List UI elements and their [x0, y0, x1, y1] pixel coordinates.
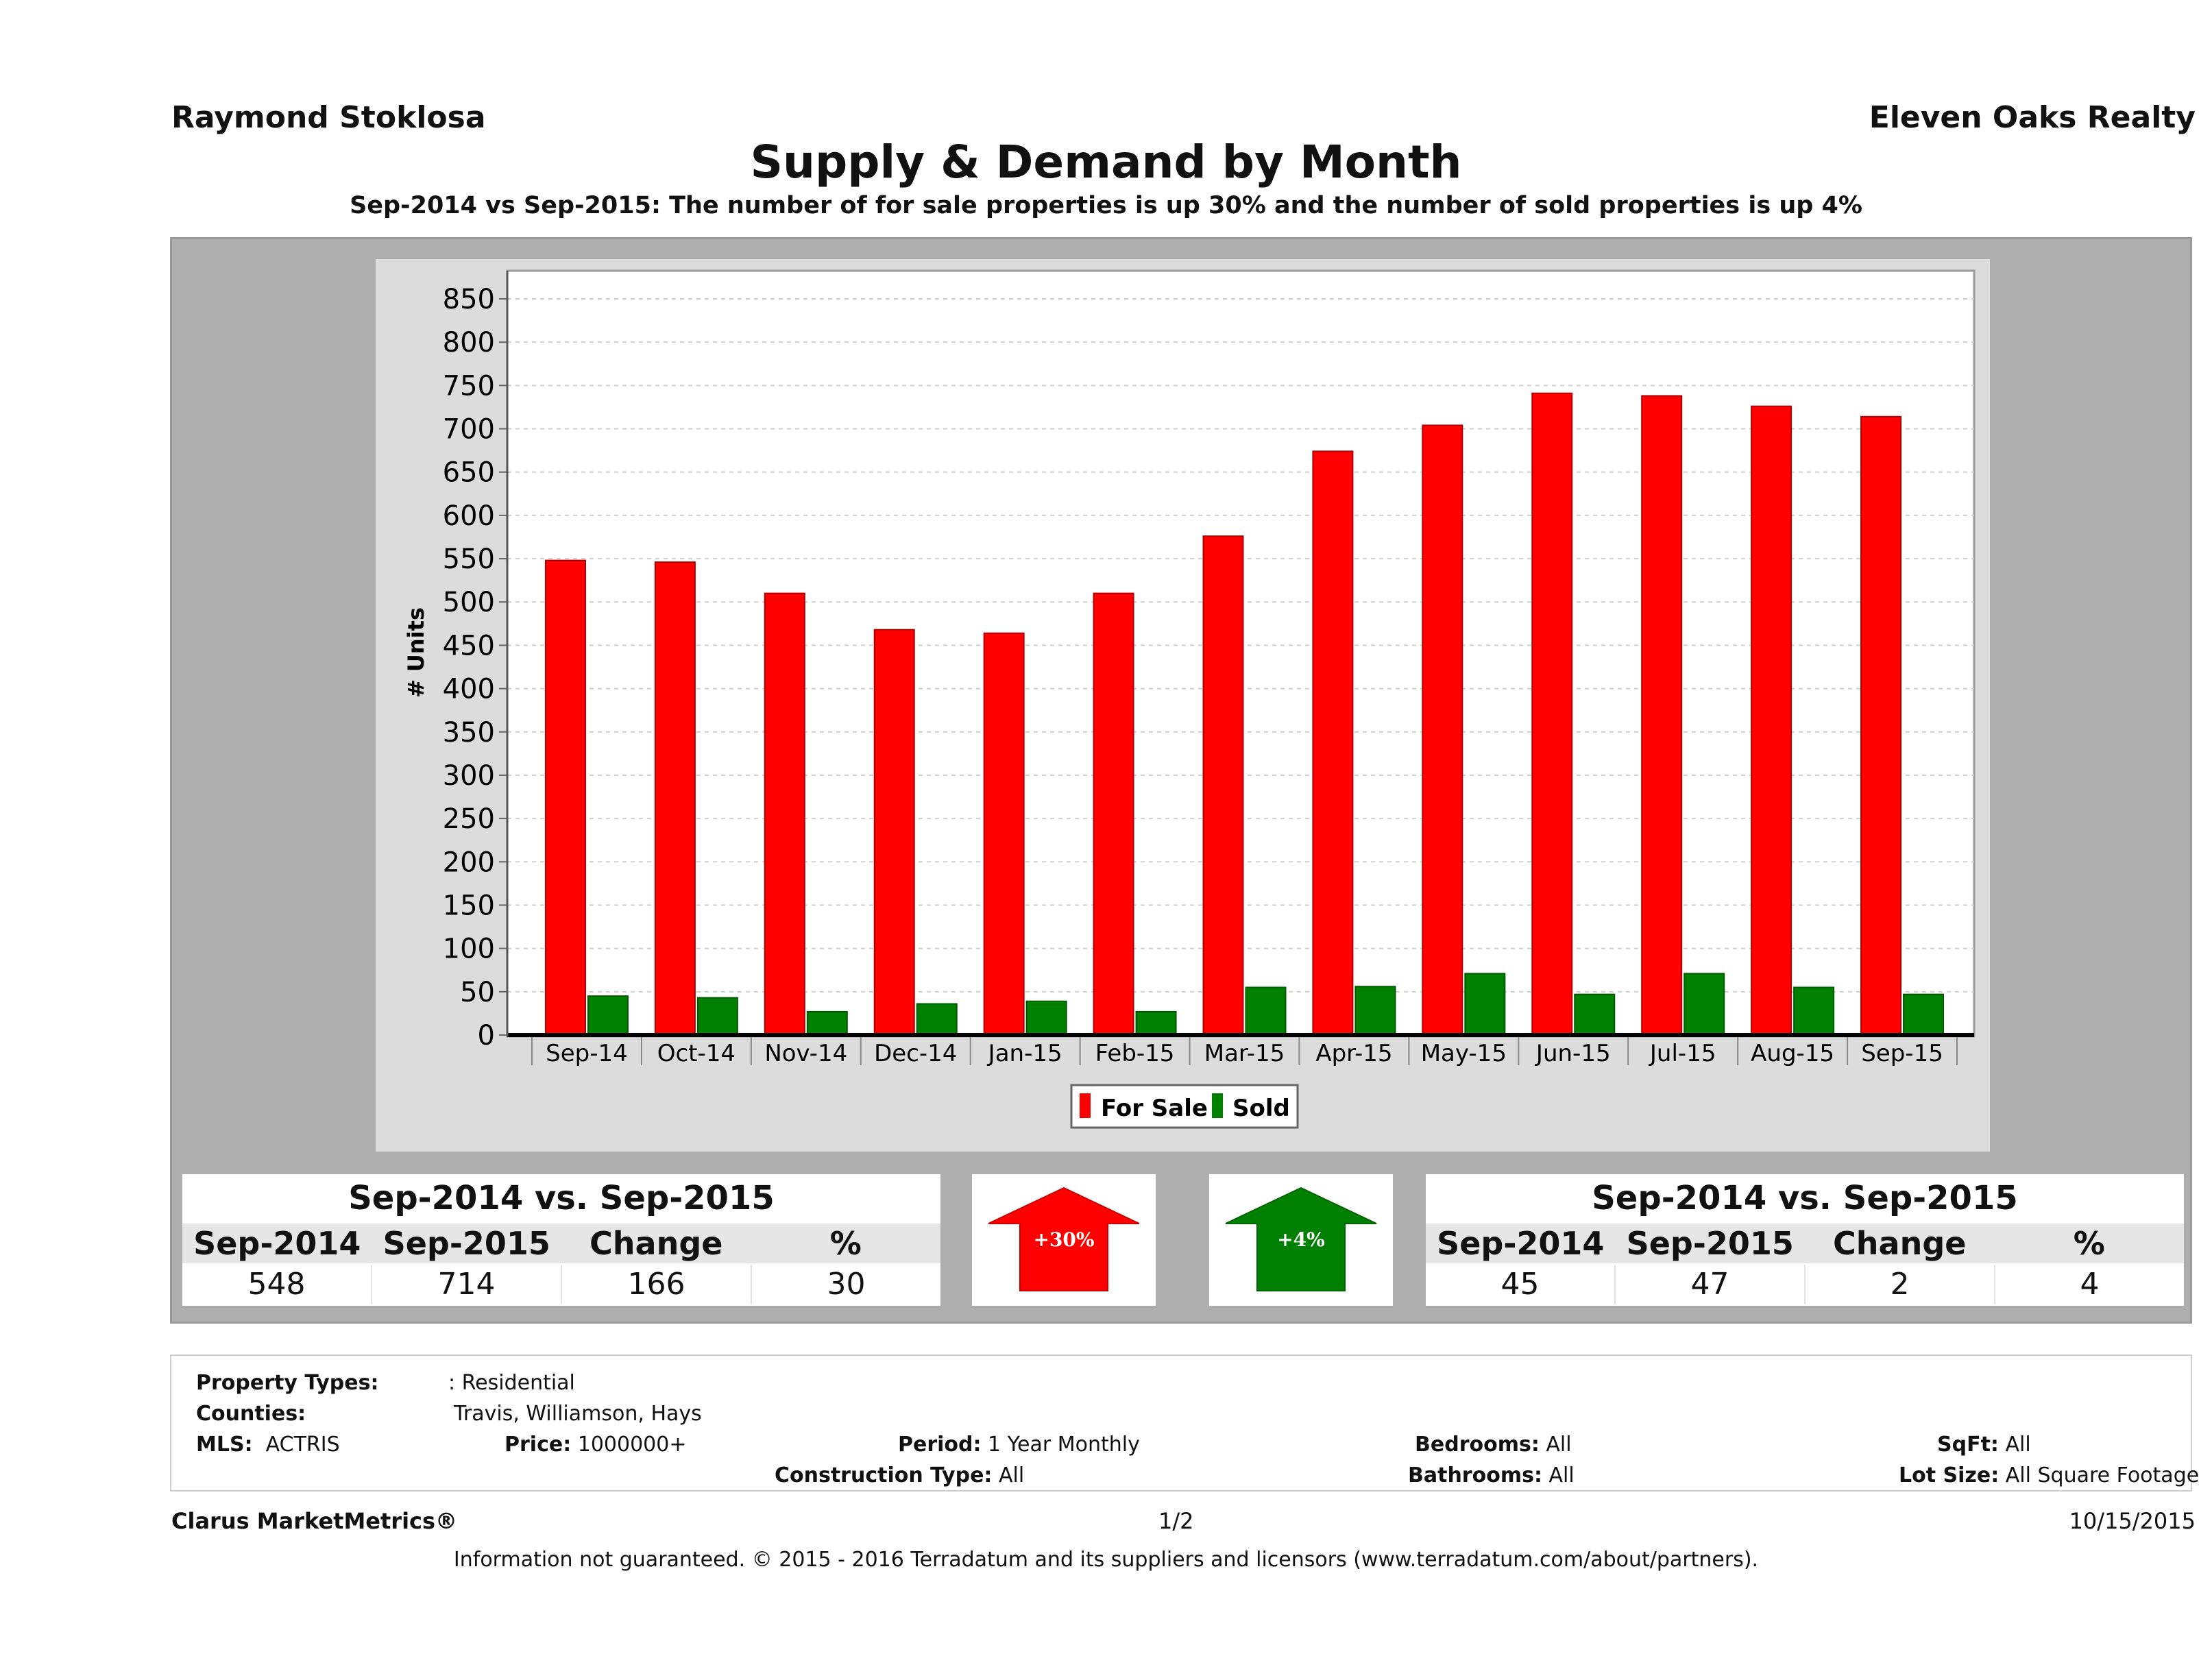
mls-value: ACTRIS — [265, 1433, 340, 1457]
value-cell: 30 — [827, 1267, 866, 1302]
search-criteria: Property Types: : Residential Counties: … — [170, 1354, 2199, 1492]
report-title: Supply & Demand by Month — [750, 136, 1462, 189]
price-value: 1000000+ — [577, 1433, 687, 1457]
sold-summary-table: Sep-2014 vs. Sep-2015 Sep-2014 Sep-2015 … — [1426, 1174, 2184, 1306]
header-cell: Change — [1833, 1225, 1967, 1262]
value-cell: 714 — [372, 1265, 562, 1304]
up-arrow-icon: +4% — [1225, 1187, 1377, 1291]
value-cell: 2 — [1806, 1265, 1995, 1304]
company-name: Eleven Oaks Realty — [1869, 100, 2196, 135]
sqft-label: SqFt: — [1937, 1433, 1999, 1457]
sold-summary-values: 45 47 2 4 — [1426, 1265, 2184, 1304]
header-cell: Sep-2014 — [1437, 1225, 1605, 1262]
up-arrow-icon: +30% — [988, 1187, 1140, 1291]
lot-size-label: Lot Size: — [1899, 1463, 2000, 1487]
value-cell: 548 — [182, 1265, 372, 1304]
sold-summary-title: Sep-2014 vs. Sep-2015 — [1592, 1179, 2018, 1217]
counties-label: Counties: — [196, 1402, 306, 1426]
sold-badge-text: +4% — [1277, 1228, 1325, 1251]
value-cell: 47 — [1616, 1265, 1806, 1304]
sold-change-badge: +4% — [1209, 1174, 1393, 1306]
property-types-label: Property Types: — [196, 1371, 379, 1395]
counties-value: Travis, Williamson, Hays — [454, 1402, 702, 1426]
for-sale-summary-header: Sep-2014 Sep-2015 Change % — [182, 1224, 940, 1263]
value-cell: 45 — [1426, 1265, 1616, 1304]
header-cell: Change — [590, 1225, 723, 1262]
footer-brand: Clarus MarketMetrics® — [171, 1508, 458, 1534]
header-cell: Sep-2015 — [1626, 1225, 1794, 1262]
value-cell: 166 — [562, 1265, 752, 1304]
value-cell: 4 — [2080, 1267, 2100, 1302]
construction-type-label: Construction Type: — [775, 1463, 993, 1487]
for-sale-summary-title: Sep-2014 vs. Sep-2015 — [348, 1179, 775, 1217]
sold-summary-header: Sep-2014 Sep-2015 Change % — [1426, 1224, 2184, 1263]
header-cell: Sep-2015 — [382, 1225, 550, 1262]
chart-frame — [376, 259, 1990, 1152]
bedrooms-label: Bedrooms: — [1415, 1433, 1540, 1457]
mls-label: MLS: — [196, 1433, 253, 1457]
construction-type-value: All — [998, 1463, 1025, 1487]
header-cell: % — [829, 1225, 862, 1262]
price-label: Price: — [505, 1433, 572, 1457]
agent-name: Raymond Stoklosa — [171, 100, 486, 135]
footer-date: 10/15/2015 — [2069, 1508, 2196, 1534]
footer-disclaimer: Information not guaranteed. © 2015 - 201… — [453, 1548, 1759, 1572]
for-sale-summary-values: 548 714 166 30 — [182, 1265, 940, 1304]
header-cell: Sep-2014 — [193, 1225, 361, 1262]
for-sale-change-badge: +30% — [972, 1174, 1156, 1306]
lot-size-value: All Square Footage — [2005, 1463, 2200, 1487]
bathrooms-label: Bathrooms: — [1408, 1463, 1542, 1487]
header-cell: % — [2073, 1225, 2105, 1262]
bathrooms-value: All — [1548, 1463, 1575, 1487]
report-subtitle: Sep-2014 vs Sep-2015: The number of for … — [350, 192, 1862, 219]
sqft-value: All — [2005, 1433, 2031, 1457]
for-sale-summary-table: Sep-2014 vs. Sep-2015 Sep-2014 Sep-2015 … — [182, 1174, 940, 1306]
period-label: Period: — [898, 1433, 982, 1457]
bedrooms-value: All — [1546, 1433, 1572, 1457]
for-sale-badge-text: +30% — [1033, 1228, 1094, 1251]
property-types-value: : Residential — [448, 1371, 575, 1395]
footer-page-number: 1/2 — [1158, 1508, 1194, 1534]
period-value: 1 Year Monthly — [988, 1433, 1140, 1457]
